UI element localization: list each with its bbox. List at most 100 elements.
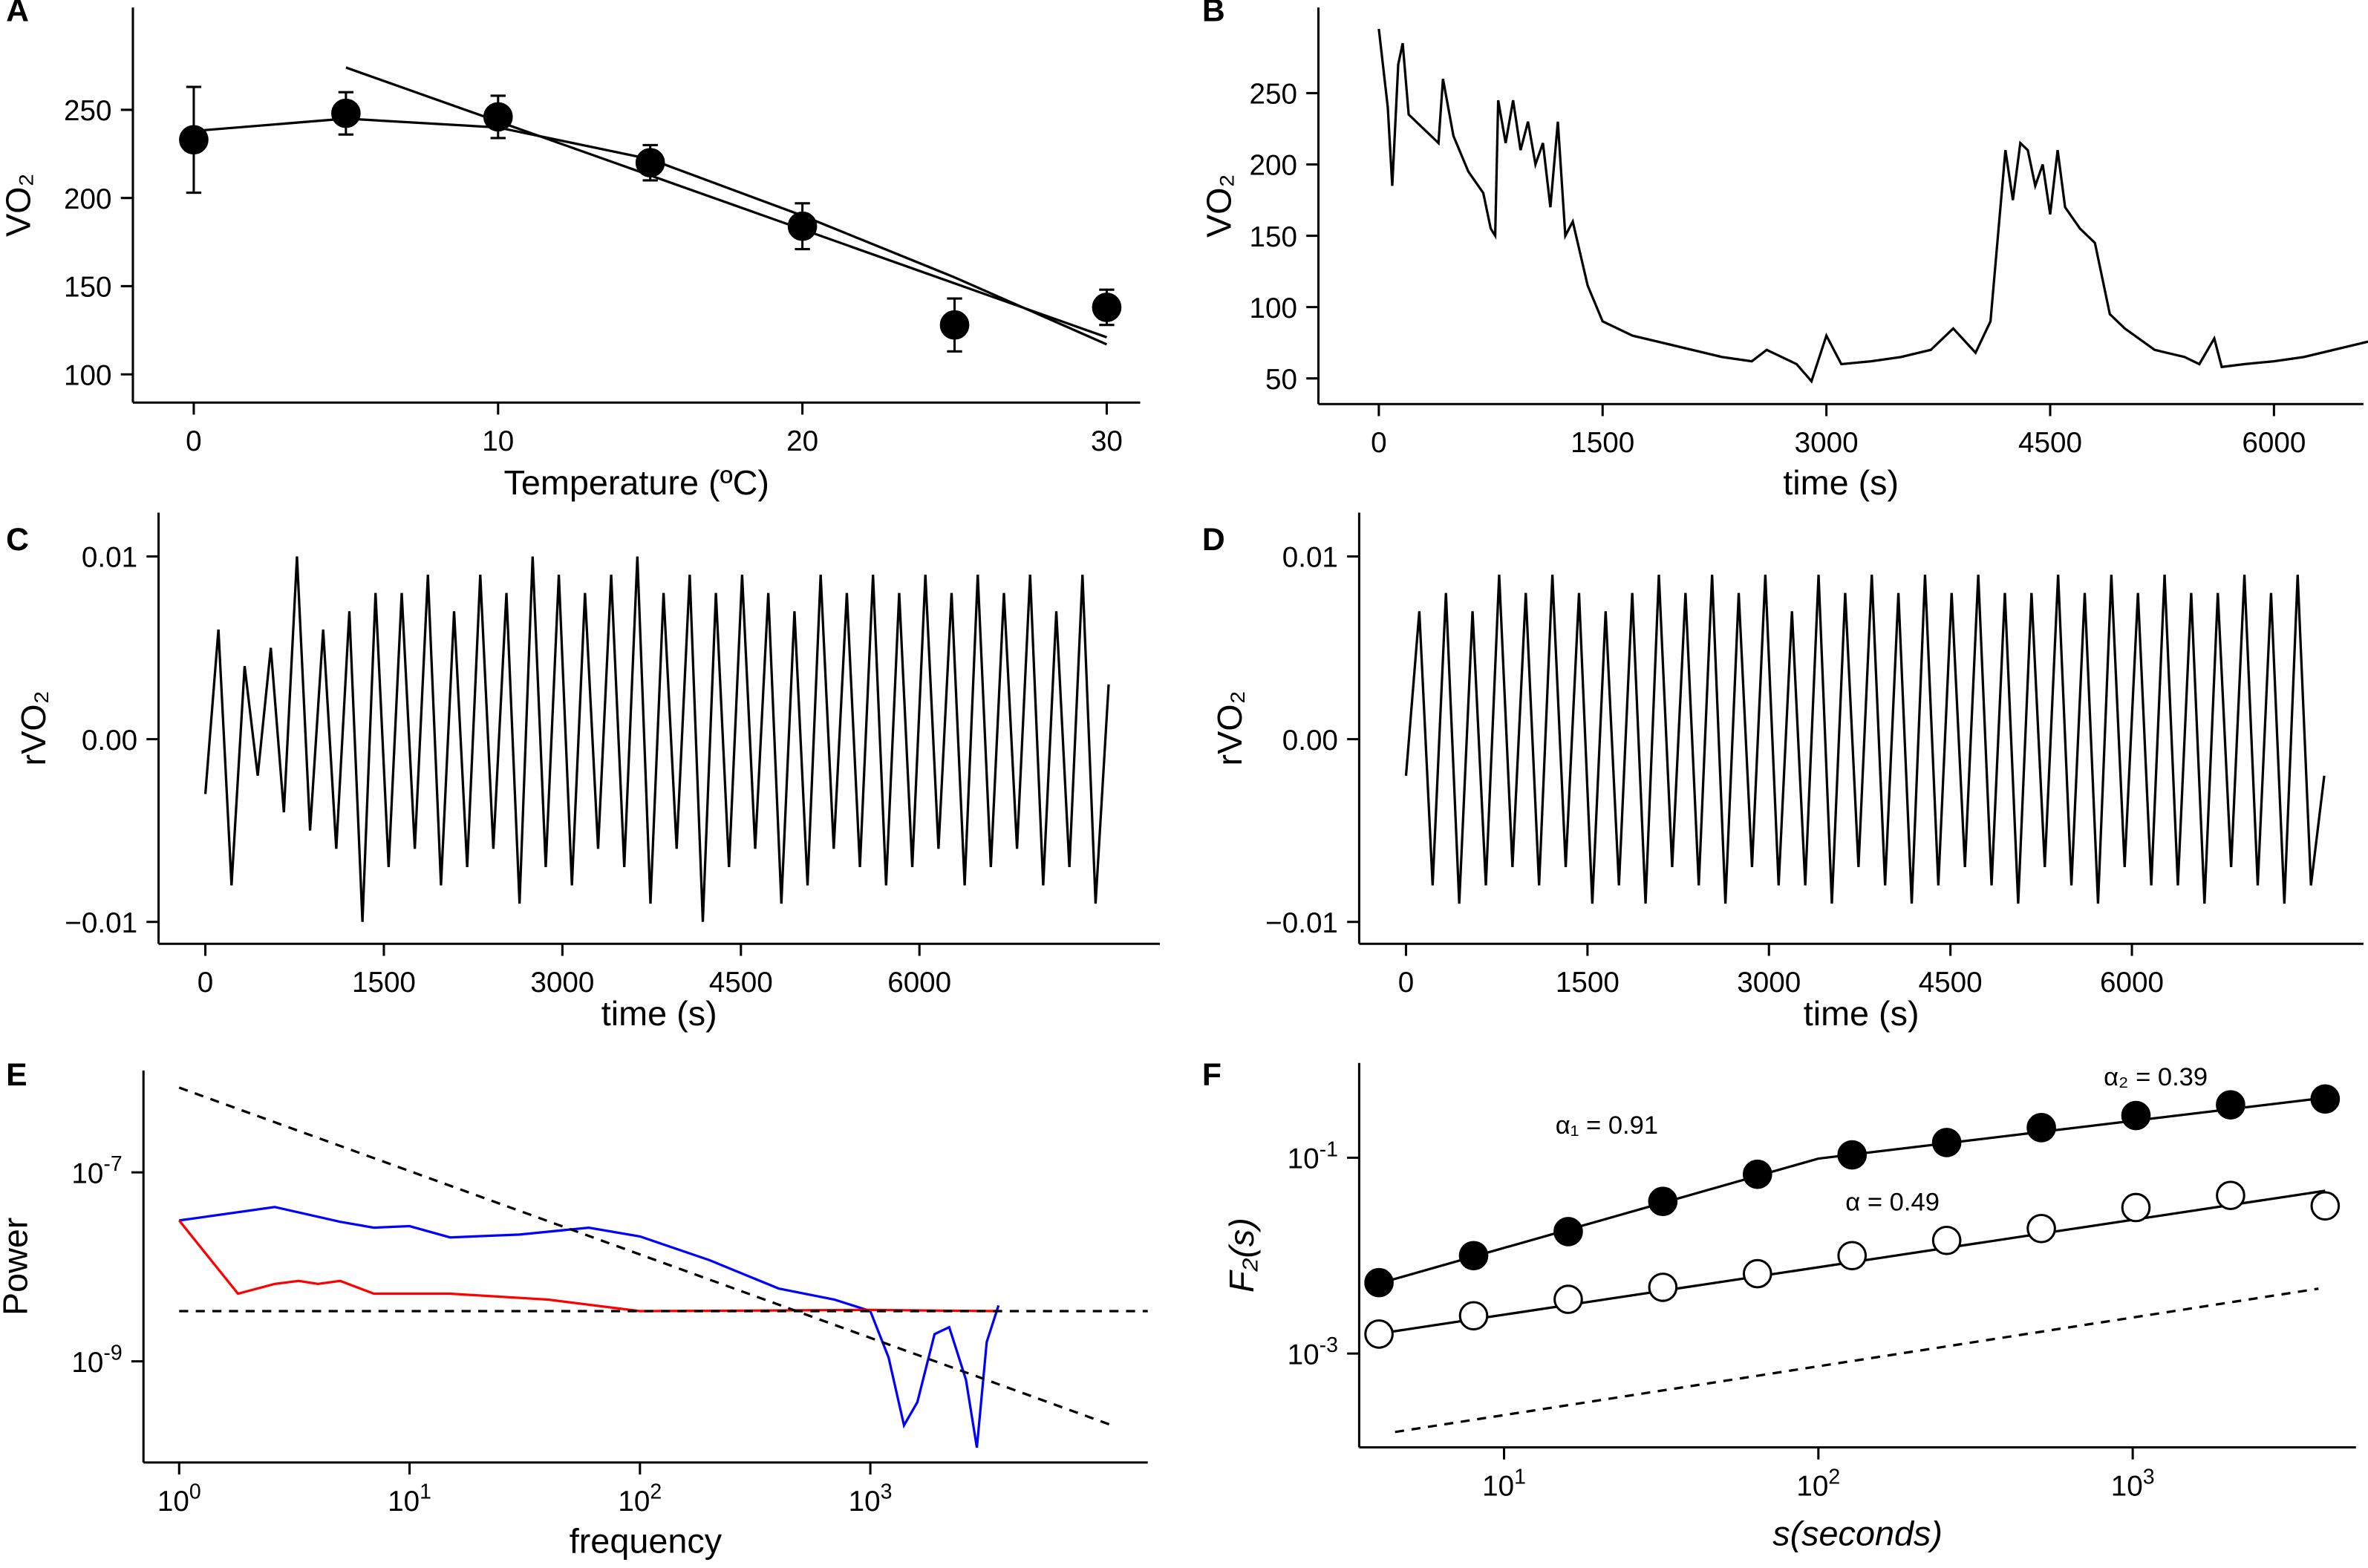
point: [2310, 1191, 2341, 1221]
x-axis-title: time (s): [1783, 463, 1899, 502]
panel-letter: A: [6, 0, 29, 28]
point: [331, 98, 361, 128]
x-axis-title: time (s): [1804, 994, 1919, 1033]
point: [2121, 1192, 2151, 1223]
x-tick-label: 3000: [1737, 967, 1801, 999]
panel-letter: D: [1202, 522, 1225, 558]
y-tick-label: 50: [1265, 364, 1297, 396]
y-tick-label: −0.01: [1265, 907, 1338, 939]
y-axis-title: rVO₂: [14, 690, 53, 765]
panel-letter: C: [6, 522, 29, 558]
y-tick-label: 0.01: [1282, 542, 1338, 574]
point: [1742, 1258, 1772, 1289]
panel-letter: F: [1202, 1057, 1221, 1093]
data-line: [1404, 575, 2326, 904]
x-tick-label: 0: [1398, 967, 1415, 999]
y-tick-label: 150: [1250, 221, 1297, 253]
point: [1364, 1319, 1394, 1349]
annotation: α = 0.49: [1845, 1189, 1940, 1217]
reference-line: [1395, 1287, 2319, 1434]
x-tick-label: 102: [1796, 1465, 1840, 1502]
x-tick-label: 0: [1371, 427, 1387, 459]
annotation: α₂ = 0.39: [2104, 1063, 2208, 1091]
point: [1553, 1217, 1583, 1247]
y-tick-label: 200: [1250, 150, 1297, 182]
point: [2216, 1090, 2245, 1120]
point: [1648, 1273, 1678, 1302]
x-tick-label: 103: [849, 1480, 893, 1518]
point: [1837, 1241, 1868, 1271]
y-tick-label: 10-1: [1288, 1137, 1338, 1175]
x-tick-label: 101: [388, 1480, 431, 1518]
x-tick-label: 0: [198, 967, 214, 999]
x-tick-label: 102: [618, 1480, 662, 1518]
x-tick-label: 6000: [2100, 967, 2164, 999]
x-tick-label: 3000: [530, 967, 594, 999]
reference-line: [178, 1086, 1113, 1427]
y-tick-label: −0.01: [65, 907, 137, 939]
point: [1458, 1241, 1489, 1271]
x-tick-label: 0: [186, 425, 202, 457]
y-tick-label: 0.01: [82, 542, 137, 574]
point: [1648, 1186, 1678, 1217]
point: [939, 310, 970, 340]
point: [1837, 1140, 1868, 1170]
y-tick-label: 100: [1250, 293, 1297, 324]
y-axis-title: VO₂: [0, 173, 38, 237]
y-tick-label: 10-3: [1288, 1333, 1338, 1371]
y-axis-title: Power: [0, 1218, 35, 1316]
x-tick-label: 30: [1091, 425, 1123, 457]
data-line: [178, 1219, 999, 1313]
data-line: [203, 556, 1110, 922]
data-line: [345, 66, 1107, 339]
data-line: [179, 1206, 1000, 1448]
x-tick-label: 1500: [1556, 967, 1620, 999]
x-tick-label: 6000: [2242, 427, 2306, 459]
y-tick-label: 200: [64, 183, 111, 215]
y-axis-title: rVO₂: [1210, 690, 1249, 765]
point: [2026, 1113, 2056, 1143]
y-axis-title: F₂(s): [1222, 1218, 1261, 1293]
x-tick-label: 20: [786, 425, 818, 457]
x-tick-label: 101: [1482, 1465, 1526, 1502]
point: [2026, 1214, 2056, 1244]
x-tick-label: 3000: [1795, 427, 1859, 459]
x-tick-label: 1500: [1570, 427, 1634, 459]
point: [1458, 1301, 1489, 1331]
point: [1931, 1225, 1962, 1255]
point: [179, 125, 209, 155]
point: [2310, 1084, 2341, 1114]
x-tick-label: 100: [157, 1480, 201, 1518]
x-tick-label: 6000: [887, 967, 951, 999]
panel-letter: B: [1202, 0, 1225, 28]
data-line: [193, 117, 1108, 346]
x-tick-label: 4500: [1919, 967, 1983, 999]
point: [1553, 1284, 1583, 1314]
y-tick-label: 150: [64, 272, 111, 304]
x-tick-label: 1500: [352, 967, 416, 999]
y-tick-label: 0.00: [1282, 725, 1338, 757]
y-tick-label: 10-7: [71, 1152, 122, 1189]
data-line: [1377, 28, 2368, 384]
y-tick-label: 100: [64, 359, 111, 391]
x-axis-title: frequency: [570, 1522, 723, 1561]
y-tick-label: 0.00: [82, 725, 137, 757]
point: [1364, 1267, 1394, 1298]
point: [1931, 1128, 1962, 1157]
x-axis-title: Temperature (ºC): [503, 463, 769, 502]
x-axis-title: s(seconds): [1772, 1515, 1943, 1553]
x-tick-label: 10: [482, 425, 514, 457]
y-tick-label: 250: [64, 95, 111, 127]
x-tick-label: 103: [2111, 1465, 2155, 1502]
x-tick-label: 4500: [2018, 427, 2082, 459]
point: [1742, 1159, 1772, 1189]
data-line: [1378, 1096, 2326, 1285]
point: [2121, 1100, 2151, 1131]
y-axis-title: VO₂: [1200, 174, 1239, 238]
panel-letter: E: [6, 1057, 27, 1093]
annotation: α₁ = 0.91: [1556, 1111, 1658, 1140]
point: [1092, 293, 1122, 322]
y-tick-label: 250: [1250, 79, 1297, 111]
y-tick-label: 10-9: [71, 1342, 122, 1379]
